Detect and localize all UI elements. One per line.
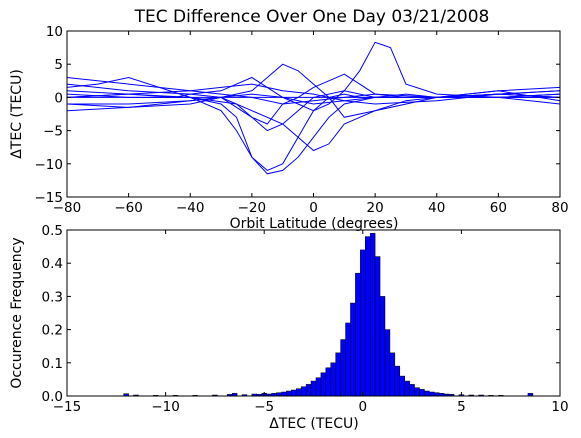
x-tick-label: 10 [551, 399, 568, 415]
y-tick-label: −10 [35, 157, 64, 173]
y-tick-label: 0 [54, 90, 63, 106]
histogram-bar [325, 367, 332, 397]
series-lines [66, 41, 561, 175]
y-tick-label: 0.4 [42, 256, 63, 272]
histogram-bar [345, 322, 351, 397]
y-tick-label: 0.3 [42, 289, 63, 305]
x-tick-label: 40 [428, 200, 445, 216]
x-tick-label: 0 [309, 200, 318, 216]
y-tick-label: 0.2 [42, 323, 63, 339]
histogram-bar [369, 233, 376, 397]
histogram-bars [123, 233, 534, 397]
histogram-bar [399, 375, 405, 397]
x-tick-label: −5 [254, 399, 274, 415]
x-tick-label: 20 [367, 200, 384, 216]
series-line [66, 41, 561, 112]
histogram-bar [365, 236, 371, 397]
y-axis-label: ΔTEC (TECU) [9, 69, 25, 159]
histogram-bar [286, 390, 292, 397]
series-line [67, 63, 560, 118]
histogram-bar [330, 362, 336, 397]
histogram-bar [291, 389, 297, 397]
histogram-bar [335, 352, 341, 397]
x-tick-label: 60 [490, 200, 507, 216]
x-axis-label: Orbit Latitude (degrees) [230, 216, 399, 232]
x-axis-label: ΔTEC (TECU) [269, 416, 359, 432]
histogram-bar [305, 384, 312, 397]
y-tick-label: −5 [43, 124, 63, 140]
line-chart: TEC Difference Over One Day 03/21/2008 −… [9, 7, 569, 232]
histogram-bar [300, 386, 307, 397]
series-line [67, 96, 560, 175]
histogram-bar [320, 372, 327, 397]
histogram-bar [394, 365, 401, 397]
y-tick-label: 0.5 [42, 223, 63, 239]
histogram-bar [355, 272, 361, 397]
y-tick-label: 0.0 [42, 389, 63, 405]
x-tick-label: 0 [359, 399, 368, 415]
histogram-bar [429, 391, 435, 397]
histogram-bar [281, 391, 287, 397]
histogram-bar [350, 302, 356, 397]
histogram-bar [409, 384, 415, 397]
x-tick-label: −80 [53, 200, 82, 216]
histogram-bar [419, 389, 425, 397]
histogram-bar [404, 380, 410, 397]
chart-title: TEC Difference Over One Day 03/21/2008 [134, 7, 490, 27]
histogram-chart: −15 −10 −5 0 5 10 0.5 0.4 0.3 0.2 0.1 0.0 ΔTEC (TEC… [9, 223, 569, 432]
y-tick-label: 0.1 [42, 356, 63, 372]
series-line [66, 93, 561, 171]
y-tick-label: 5 [54, 57, 63, 73]
x-tick-label: 80 [551, 200, 568, 216]
plot-frame [66, 229, 561, 397]
plot-frame [66, 30, 561, 198]
histogram-bar [310, 380, 317, 397]
axis-ticks: −80 −60 −40 −20 0 20 40 60 80 10 5 0 −5 −10 −15 [35, 24, 569, 216]
histogram-bar [384, 329, 391, 397]
y-axis-label: Occurence Frequency [9, 237, 25, 388]
x-tick-label: 5 [457, 399, 466, 415]
histogram-bar [414, 387, 420, 397]
x-tick-label: −40 [176, 200, 205, 216]
x-tick-label: −60 [114, 200, 143, 216]
x-tick-label: −15 [53, 399, 82, 415]
histogram-bar [379, 296, 386, 397]
x-tick-label: −20 [238, 200, 267, 216]
histogram-bar [360, 249, 366, 397]
axis-ticks: −15 −10 −5 0 5 10 0.5 0.4 0.3 0.2 0.1 0.0 [42, 223, 569, 415]
series-line [66, 83, 561, 152]
histogram-bar [374, 256, 381, 397]
y-tick-label: −15 [35, 190, 64, 206]
histogram-bar [424, 390, 430, 397]
series-line [66, 77, 561, 105]
histogram-bar [340, 339, 346, 397]
series-line [66, 96, 561, 112]
histogram-bar [296, 388, 302, 397]
series-line [66, 83, 561, 105]
histogram-bar [315, 377, 322, 397]
x-tick-label: −10 [151, 399, 180, 415]
histogram-bar [389, 352, 396, 397]
y-tick-label: 10 [46, 24, 63, 40]
